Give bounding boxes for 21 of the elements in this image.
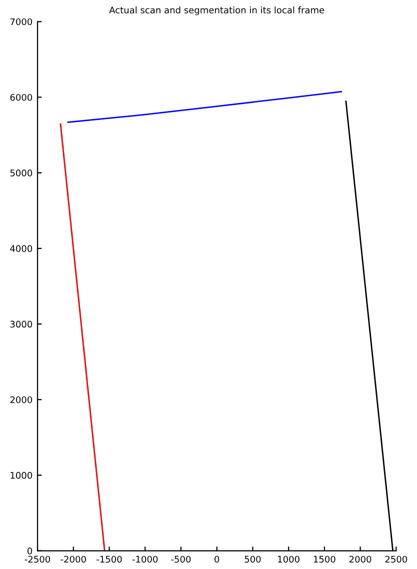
x-tick-label: 500 xyxy=(244,556,261,563)
x-tick-label: -2500 xyxy=(24,556,50,563)
x-tick-label: -2000 xyxy=(60,556,86,563)
y-tick-label: 4000 xyxy=(10,245,32,252)
x-tick-label: -1500 xyxy=(96,556,122,563)
x-tick-label: -1000 xyxy=(132,556,158,563)
x-tick-label: 1000 xyxy=(278,556,300,563)
y-tick-label: 5000 xyxy=(10,170,32,176)
x-tick-label: 2500 xyxy=(385,556,408,563)
chart-title: Actual scan and segmentation in its local frame xyxy=(109,6,324,16)
y-tick-label: 1000 xyxy=(10,472,32,479)
y-tick-label: 6000 xyxy=(10,94,32,101)
x-tick-label: 1500 xyxy=(314,556,336,563)
y-tick-label: 2000 xyxy=(10,396,32,404)
x-tick-label: 2000 xyxy=(349,556,372,563)
line-series xyxy=(67,90,342,123)
x-tick-label: 0 xyxy=(214,556,220,563)
x-tick-label: -500 xyxy=(171,556,191,563)
y-tick-label: 0 xyxy=(28,548,32,554)
y-tick-label: 7000 xyxy=(10,18,32,26)
y-tick-label: 3000 xyxy=(10,320,32,328)
